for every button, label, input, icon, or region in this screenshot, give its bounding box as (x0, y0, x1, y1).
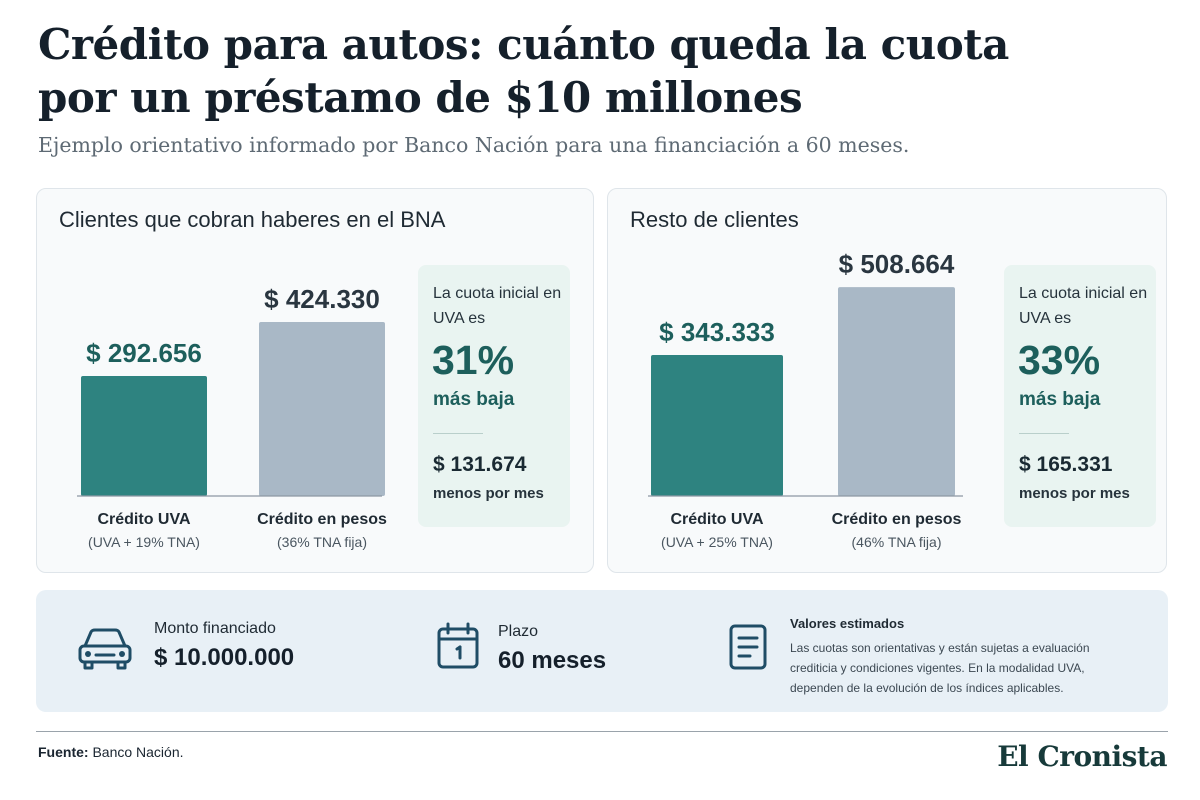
source-label: Fuente: (38, 744, 89, 760)
callout-difference: $ 165.331 (1019, 453, 1113, 476)
bar-pesos (838, 287, 955, 496)
chart-panel-bna-clients: Clientes que cobran haberes en el BNA $ … (36, 188, 594, 573)
note-title: Valores estimados (790, 616, 905, 631)
callout-intro: La cuota inicial en UVA es (433, 285, 562, 327)
info-bar: Monto financiado $ 10.000.000 Plazo 60 m… (36, 590, 1168, 712)
page-title-line1: Crédito para autos: cuánto queda la cuot… (38, 20, 1009, 69)
category-label: Crédito UVA (670, 511, 763, 528)
document-icon (729, 624, 767, 670)
callout-box: La cuota inicial en UVA es 31% más baja … (418, 265, 570, 527)
callout-difference: $ 131.674 (433, 453, 527, 476)
bar-value-label: $ 508.664 (839, 249, 955, 279)
callout-box: La cuota inicial en UVA es 33% más baja … (1004, 265, 1156, 527)
footer-divider (36, 731, 1168, 732)
callout-difference-label: menos por mes (1019, 485, 1130, 502)
category-note: (36% TNA fija) (277, 534, 367, 550)
bar-chart: $ 343.333 Crédito UVA (UVA + 25% TNA) $ 508… (648, 249, 963, 550)
brand-logo: El Cronista (997, 740, 1167, 773)
source-credit: Fuente: Banco Nación. (38, 744, 184, 760)
bar-value-label: $ 424.330 (264, 284, 380, 314)
bar-value-label: $ 292.656 (86, 338, 202, 368)
source-text: Banco Nación. (92, 744, 184, 760)
category-label: Crédito en pesos (832, 511, 962, 528)
chart-title: Clientes que cobran haberes en el BNA (59, 207, 446, 232)
callout-percent-label: más baja (1019, 389, 1101, 410)
callout-intro: La cuota inicial en UVA es (1019, 285, 1148, 327)
note-text: Las cuotas son orientativas y están suje… (790, 641, 1090, 695)
chart-panel-other-clients: Resto de clientes $ 343.333 Crédito UVA (U… (607, 188, 1167, 573)
callout-divider (433, 433, 483, 434)
bar-value-label: $ 343.333 (659, 317, 775, 347)
term-value: 60 meses (498, 647, 607, 674)
term-label: Plazo (498, 623, 539, 640)
category-label: Crédito UVA (97, 511, 190, 528)
chart-title: Resto de clientes (630, 207, 799, 232)
bar-chart: $ 292.656 Crédito UVA (UVA + 19% TNA) $ 424… (77, 284, 387, 550)
category-label: Crédito en pesos (257, 511, 387, 528)
page-subtitle: Ejemplo orientativo informado por Banco … (38, 133, 910, 157)
bar-uva (81, 376, 207, 496)
car-icon (78, 628, 132, 670)
page-title: Crédito para autos: cuánto queda la cuot… (38, 18, 1158, 124)
bar-pesos (259, 322, 385, 496)
page-title-line2: por un préstamo de $10 millones (38, 73, 803, 122)
callout-divider (1019, 433, 1069, 434)
callout-percent: 33% (1018, 337, 1101, 383)
category-note: (UVA + 19% TNA) (88, 534, 200, 550)
callout-percent: 31% (432, 337, 515, 383)
callout-difference-label: menos por mes (433, 485, 544, 502)
bar-uva (651, 355, 783, 496)
calendar-icon (437, 622, 479, 669)
callout-percent-label: más baja (433, 389, 515, 410)
amount-value: $ 10.000.000 (154, 644, 295, 671)
category-note: (UVA + 25% TNA) (661, 534, 773, 550)
amount-label: Monto financiado (154, 620, 276, 637)
category-note: (46% TNA fija) (852, 534, 942, 550)
